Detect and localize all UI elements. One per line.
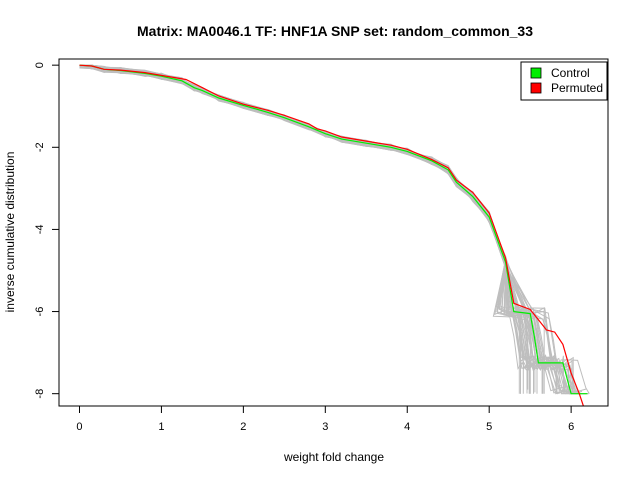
x-axis: 0 1 2 3 4 5 6 [76,405,574,433]
background-line [79,64,580,395]
legend-label-permuted: Permuted [551,81,603,95]
background-line [79,64,561,389]
x-tick-label: 1 [158,421,164,433]
background-line [79,64,576,395]
x-axis-label: weight fold change [283,450,384,464]
series-line-control [79,64,588,395]
background-line [79,65,572,395]
x-tick-label: 5 [486,421,492,433]
background-line [79,64,587,395]
legend-label-control: Control [551,66,590,80]
background-line [79,64,545,394]
background-line [79,65,558,394]
background-line [79,64,589,395]
background-line [79,64,521,394]
legend-swatch-control [530,67,542,79]
background-line [79,64,520,394]
background-permutation-lines [79,64,590,395]
y-tick-label: -2 [34,142,46,152]
legend-swatch-permuted [530,82,542,94]
background-line [79,64,583,395]
x-tick-label: 3 [322,421,328,433]
background-line [79,64,536,393]
background-line [79,66,578,395]
background-line [79,64,531,394]
background-line [79,65,582,395]
background-line [79,64,590,394]
y-axis-label: inverse cumulative distribution [3,152,17,313]
legend: Control Permuted [520,61,608,101]
background-line [79,64,575,395]
background-line [79,64,544,394]
x-tick-label: 2 [240,421,246,433]
background-line [79,64,574,393]
y-tick-label: -8 [34,389,46,399]
x-tick-label: 0 [76,421,82,433]
background-line [79,64,564,392]
background-line [79,64,529,390]
background-line [79,64,528,394]
background-line [79,65,579,395]
background-line [79,67,571,394]
background-line [79,64,573,394]
series-line-permuted [79,64,584,407]
y-axis: 0 -2 -4 -6 -8 [34,62,59,399]
y-tick-label: 0 [34,62,46,68]
background-line [79,64,571,394]
x-tick-label: 4 [404,421,410,433]
y-tick-label: -6 [34,307,46,317]
background-line [79,66,576,395]
y-tick-label: -4 [34,225,46,235]
background-line [79,64,521,394]
background-line [79,64,538,394]
background-line [79,64,587,395]
background-line [79,64,578,395]
background-line [79,64,575,395]
background-line [79,67,531,394]
background-line [79,64,530,394]
chart-title: Matrix: MA0046.1 TF: HNF1A SNP set: rand… [137,23,533,39]
background-line [79,64,534,394]
series-lines [79,64,588,407]
background-line [79,64,579,395]
x-tick-label: 6 [568,421,574,433]
background-line [79,64,574,394]
background-line [79,64,557,394]
background-line [79,66,543,394]
background-line [79,67,560,394]
background-line [79,64,573,395]
background-line [79,64,524,394]
